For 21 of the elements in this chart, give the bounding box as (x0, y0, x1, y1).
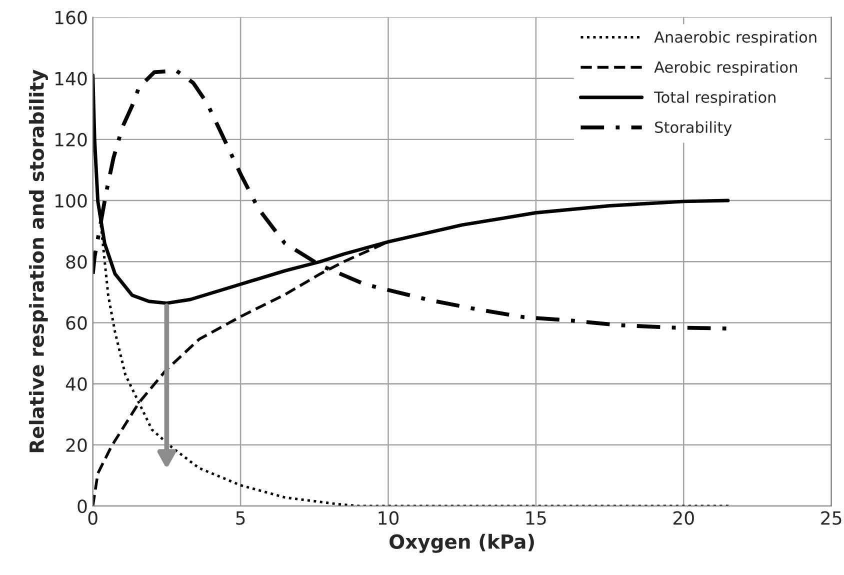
y-tick-label: 120 (56, 132, 87, 147)
x-tick-label: 10 (378, 511, 399, 525)
legend-label: Aerobic respiration (654, 61, 797, 76)
y-tick-label: 80 (66, 255, 87, 269)
y-tick-label: 60 (66, 316, 87, 330)
x-tick-label: 5 (236, 511, 245, 525)
x-axis-title: Oxygen (kPa) (390, 534, 534, 553)
x-tick-label: 20 (673, 511, 694, 525)
x-tick-label: 15 (526, 511, 546, 525)
legend-label: Anaerobic respiration (654, 31, 816, 46)
y-tick-label: 40 (66, 377, 87, 391)
legend-label: Storability (655, 121, 732, 136)
x-tick-label: 0 (88, 511, 98, 525)
y-tick-label: 100 (56, 194, 87, 208)
y-tick-label: 140 (56, 72, 87, 86)
y-tick-label: 0 (78, 499, 87, 514)
x-tick-label: 25 (821, 511, 842, 525)
legend-label: Total respiration (654, 91, 776, 106)
y-tick-label: 20 (66, 438, 87, 452)
y-tick-label: 160 (56, 10, 87, 24)
y-axis-title: Relative respiration and storability (28, 70, 48, 452)
